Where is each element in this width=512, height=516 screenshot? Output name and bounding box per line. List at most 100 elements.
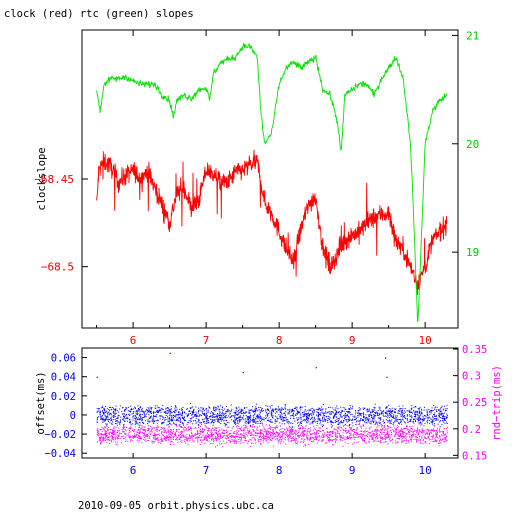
rnd-trip-points-point	[175, 439, 177, 441]
offset-points-point	[159, 410, 161, 412]
rnd-trip-points-point	[446, 439, 448, 441]
rnd-trip-points-point	[327, 434, 329, 436]
offset-points-point	[118, 411, 120, 413]
offset-points-point	[127, 410, 129, 412]
offset-points-point	[324, 417, 325, 419]
offset-points-point	[393, 408, 395, 410]
rnd-trip-points-point	[357, 423, 359, 425]
rnd-trip-points-point	[266, 429, 268, 431]
offset-points-point	[350, 407, 351, 409]
offset-points-point	[163, 417, 165, 419]
offset-points-point	[367, 411, 369, 413]
rnd-trip-points-point	[416, 438, 418, 440]
offset-points-point	[338, 424, 339, 425]
rnd-trip-points-point	[394, 434, 396, 436]
rnd-trip-points-point	[168, 431, 170, 433]
rnd-trip-points-point	[244, 436, 246, 438]
offset-points-point	[115, 409, 116, 411]
offset-points-point	[140, 418, 142, 420]
rnd-trip-points-point	[315, 437, 317, 439]
offset-points-point	[317, 416, 319, 418]
offset-points-point	[341, 410, 343, 412]
offset-points-point	[313, 408, 315, 410]
rnd-trip-points-point	[368, 433, 370, 435]
rnd-trip-points-point	[307, 439, 309, 441]
offset-points-point	[401, 418, 403, 420]
rnd-trip-points-point	[265, 440, 267, 442]
offset-points-point	[106, 416, 108, 418]
offset-points-point	[418, 416, 420, 418]
offset-points-point	[322, 417, 324, 419]
rnd-trip-points-point	[339, 434, 341, 436]
offset-points-point	[440, 410, 442, 412]
rnd-trip-points-point	[401, 431, 402, 433]
rnd-trip-points-point	[105, 430, 107, 432]
rnd-trip-points-point	[202, 428, 204, 429]
rnd-trip-points-point	[355, 429, 357, 431]
offset-points-point	[177, 412, 179, 413]
rnd-trip-points-point	[144, 428, 146, 430]
rnd-trip-points-point	[403, 436, 405, 438]
rnd-trip-points-point	[398, 426, 399, 428]
offset-points-point	[174, 411, 175, 413]
rnd-trip-points-point	[155, 434, 157, 436]
rnd-trip-points-point	[147, 440, 149, 441]
rnd-trip-points-point	[213, 430, 215, 431]
rnd-trip-points-point	[379, 441, 381, 443]
offset-points-point	[133, 415, 135, 417]
rnd-trip-points-point	[112, 430, 114, 432]
offset-points-point	[351, 420, 353, 421]
offset-points-point	[341, 416, 343, 417]
rnd-trip-points-point	[243, 427, 245, 429]
offset-points-point	[211, 421, 213, 423]
offset-points-point	[259, 417, 261, 419]
offset-points-point	[241, 409, 243, 411]
offset-points-point	[135, 410, 137, 412]
rnd-trip-points-point	[278, 434, 279, 435]
offset-points-point	[380, 417, 382, 419]
rnd-trip-points-point	[153, 426, 155, 428]
rnd-trip-points-point	[395, 442, 397, 444]
rnd-trip-points-point	[349, 427, 351, 429]
offset-points-point	[426, 409, 428, 411]
rnd-trip-points-point	[105, 435, 107, 437]
rnd-trip-points-point	[276, 426, 278, 428]
rnd-trip-points-point	[170, 444, 171, 445]
rnd-trip-points-point	[342, 435, 344, 437]
rnd-trip-points-point	[323, 436, 325, 438]
offset-points-point	[426, 421, 428, 423]
rnd-trip-points-point	[197, 431, 199, 433]
rnd-trip-points-point	[123, 428, 125, 430]
rnd-trip-points-point	[307, 435, 309, 437]
offset-points-point	[136, 413, 138, 415]
rnd-trip-points-point	[102, 440, 104, 442]
offset-points	[96, 403, 448, 428]
rnd-trip-points-point	[182, 430, 184, 432]
offset-points-point	[404, 421, 405, 423]
offset-points-point	[374, 415, 376, 417]
rnd-trip-points-point	[165, 429, 167, 431]
rnd-trip-points-point	[413, 438, 415, 440]
offset-points-point	[422, 417, 424, 419]
offset-points-point	[157, 419, 159, 421]
rnd-trip-points-point	[154, 435, 156, 437]
rnd-trip-points-point	[106, 433, 108, 434]
offset-points-point	[333, 416, 334, 418]
offset-points-point	[376, 421, 378, 423]
rnd-trip-points-point	[342, 432, 344, 434]
offset-points-point	[305, 413, 307, 415]
offset-points-point	[314, 421, 316, 423]
offset-points-point	[191, 414, 193, 416]
offset-points-point	[287, 412, 289, 414]
rnd-trip-points-point	[356, 434, 358, 436]
offset-points-point	[104, 419, 106, 421]
rnd-trip-points-point	[169, 429, 171, 431]
rnd-trip-points-point	[310, 433, 312, 435]
rnd-trip-points-point	[328, 431, 330, 433]
rnd-trip-points-point	[287, 434, 289, 436]
offset-points-point	[96, 421, 98, 423]
rnd-trip-points-point	[147, 440, 149, 441]
offset-points-point	[363, 416, 365, 418]
rnd-trip-points-point	[262, 441, 264, 443]
offset-points-point	[317, 409, 319, 411]
